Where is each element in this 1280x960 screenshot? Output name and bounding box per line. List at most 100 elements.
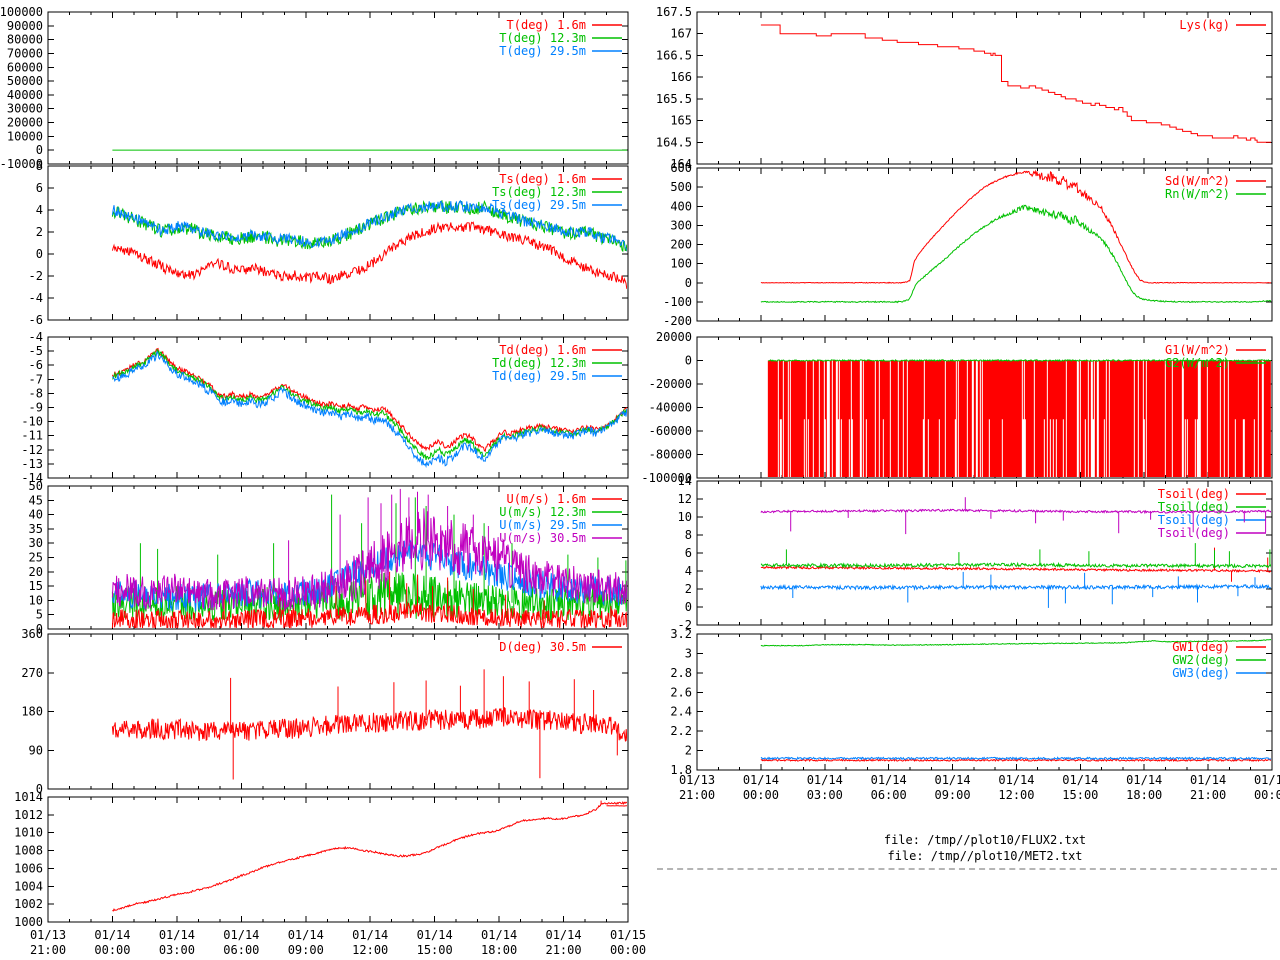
x-tick-label: 01/14 <box>481 928 517 942</box>
series-Td 29.5m <box>112 350 627 469</box>
y-tick-label: 166 <box>670 70 692 84</box>
x-tick-label: 01/14 <box>223 928 259 942</box>
panel-R1: 167.5 167 166.5 166 165.5 165 164.5 164 Lys(kg) <box>656 5 1273 171</box>
y-tick-label: 165 <box>670 114 692 128</box>
y-tick-label: -11 <box>21 429 43 443</box>
x-tick-label: 06:00 <box>223 943 259 957</box>
y-tick-label: 2 <box>685 744 692 758</box>
y-tick-label: -10 <box>21 415 43 429</box>
legend-label: Td(deg) 29.5m <box>492 369 586 383</box>
series-Td 12.3m <box>112 349 627 461</box>
legend-label: G2(W/m^2) <box>1165 356 1230 370</box>
series-Tsoil-3 <box>760 583 1271 591</box>
legend-label: Tsoil(deg) <box>1158 487 1230 501</box>
legend-label: GW1(deg) <box>1172 640 1230 654</box>
legend-label: T(deg) 12.3m <box>499 31 586 45</box>
series-Tsoil-4 <box>760 508 1271 515</box>
legend-label: Tsoil(deg) <box>1158 500 1230 514</box>
y-tick-label: 2 <box>36 225 43 239</box>
y-tick-label: 0 <box>36 247 43 261</box>
series-group <box>760 497 1271 608</box>
legend-label: T(deg) 29.5m <box>499 44 586 58</box>
series-Ts 1.6m <box>111 221 627 289</box>
y-tick-label: 3.2 <box>670 627 692 641</box>
series-group <box>111 488 627 628</box>
x-tick-label: 21:00 <box>679 788 715 802</box>
y-tick-label: -40000 <box>649 401 692 415</box>
x-tick-label: 00:00 <box>1254 788 1280 802</box>
series-Lys <box>760 24 1271 143</box>
y-tick-label: -100 <box>663 295 692 309</box>
y-tick-label: 10000 <box>7 129 43 143</box>
y-tick-label: 0 <box>36 782 43 796</box>
y-tick-label: -60000 <box>649 424 692 438</box>
legend-label: Tsoil(deg) <box>1158 526 1230 540</box>
y-tick-label: 3 <box>685 646 692 660</box>
y-tick-label: 1012 <box>14 808 43 822</box>
y-tick-label: 8 <box>36 159 43 173</box>
legend-label: GW2(deg) <box>1172 653 1230 667</box>
y-tick-label: -5 <box>29 344 43 358</box>
panel-R5: 3.232.82.62.42.221.801/1321:0001/1400:00… <box>670 627 1280 802</box>
x-tick-label: 01/14 <box>288 928 324 942</box>
x-tick-label: 21:00 <box>545 943 581 957</box>
legend-label: U(m/s) 1.6m <box>507 492 586 506</box>
x-tick-label: 01/14 <box>998 773 1034 787</box>
y-tick-label: 30 <box>29 536 43 550</box>
y-tick-label: 2.4 <box>670 705 692 719</box>
series-D 30.5m <box>111 706 627 742</box>
y-tick-label: 20000 <box>656 330 692 344</box>
y-tick-label: 8 <box>685 528 692 542</box>
legend-label: Rn(W/m^2) <box>1165 187 1230 201</box>
series-Sd <box>760 169 1271 284</box>
footer-file-line-met: file: /tmp//plot10/MET2.txt <box>887 849 1083 863</box>
series-group <box>111 347 627 469</box>
x-tick-label: 12:00 <box>352 943 388 957</box>
panel-R3: 20000 0 -20000 -40000 -60000 -80000 -100000 G1(… <box>641 330 1273 485</box>
y-tick-label: 100 <box>670 257 692 271</box>
x-tick-label: 01/15 <box>1254 773 1280 787</box>
legend-label: G1(W/m^2) <box>1165 343 1230 357</box>
x-tick-label: 01/13 <box>679 773 715 787</box>
series-G2 <box>768 358 1271 363</box>
y-tick-label: -100000 <box>641 471 692 485</box>
legend-label: U(m/s) 30.5m <box>499 531 586 545</box>
panel-R2: 600 500 400 300 200 100 0 -100 -200 Sd(W/m^2)Rn(W… <box>663 161 1273 328</box>
legend-label: U(m/s) 12.3m <box>499 505 586 519</box>
y-tick-label: 1014 <box>14 790 43 804</box>
y-tick-label: 45 <box>29 493 43 507</box>
y-tick-label: 0 <box>685 276 692 290</box>
y-tick-label: -20000 <box>649 377 692 391</box>
x-tick-label: 18:00 <box>481 943 517 957</box>
panel-R4: 14121086420-2Tsoil(deg)Tsoil(deg)Tsoil(d… <box>678 474 1273 632</box>
series-group <box>767 358 1271 477</box>
panel-L1: 1000009000080000700006000050000400003000… <box>0 5 629 171</box>
x-tick-label: 01/14 <box>871 773 907 787</box>
y-tick-label: 35 <box>29 522 43 536</box>
y-tick-label: 0 <box>685 600 692 614</box>
y-tick-label: 5 <box>36 608 43 622</box>
series-group <box>112 149 627 151</box>
y-tick-label: 4 <box>36 203 43 217</box>
series-GW2 <box>760 638 1271 647</box>
series-group <box>112 800 627 912</box>
y-tick-label: 15 <box>29 579 43 593</box>
series-group <box>760 24 1271 143</box>
x-tick-label: 15:00 <box>1062 788 1098 802</box>
y-tick-label: -4 <box>29 330 43 344</box>
y-tick-label: 40 <box>29 508 43 522</box>
y-tick-label: 360 <box>21 627 43 641</box>
x-tick-label: 01/14 <box>1126 773 1162 787</box>
y-tick-label: 1000 <box>14 915 43 929</box>
y-tick-label: 1006 <box>14 861 43 875</box>
y-tick-label: 80000 <box>7 33 43 47</box>
y-tick-label: 6 <box>685 546 692 560</box>
y-tick-label: 0 <box>36 143 43 157</box>
y-tick-label: 165.5 <box>656 92 692 106</box>
x-tick-label: 15:00 <box>417 943 453 957</box>
y-tick-label: 167.5 <box>656 5 692 19</box>
x-tick-label: 01/14 <box>352 928 388 942</box>
y-tick-label: -4 <box>29 291 43 305</box>
